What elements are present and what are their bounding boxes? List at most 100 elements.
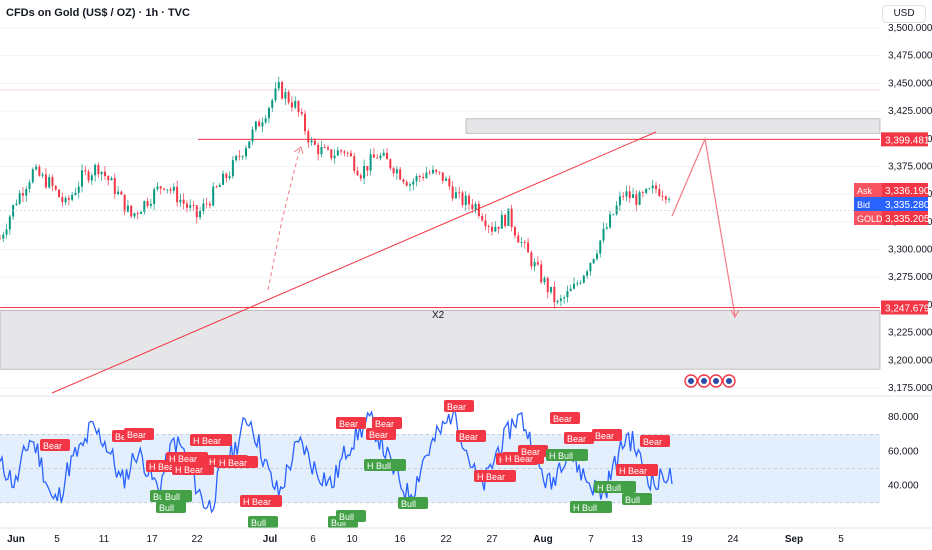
- price-tick-label: 3,450.000: [888, 78, 932, 89]
- time-tick-label: 7: [588, 534, 594, 545]
- candle-body: [290, 102, 293, 108]
- candle-body: [507, 208, 510, 226]
- candle-body: [477, 203, 480, 216]
- candle-body: [655, 185, 657, 190]
- signal-label: H Bear: [175, 465, 203, 475]
- candle-body: [271, 100, 274, 108]
- time-tick-label: 10: [346, 534, 358, 545]
- candle-body: [651, 185, 654, 189]
- candle-body: [323, 147, 326, 148]
- bear-signal-badge: [190, 434, 232, 446]
- candle-body: [645, 188, 648, 194]
- candle-body: [44, 174, 47, 188]
- candle-body: [35, 166, 38, 170]
- candle-body: [346, 152, 349, 154]
- candle-body: [153, 189, 156, 204]
- candle-body: [235, 155, 238, 161]
- candle-body: [21, 193, 24, 196]
- candle-body: [212, 186, 215, 206]
- candle-body: [81, 170, 83, 187]
- candle-body: [159, 186, 162, 189]
- candle-body: [418, 175, 421, 177]
- candle-body: [103, 171, 106, 177]
- price-tag-value: 3,335.280: [885, 200, 930, 211]
- candle-body: [517, 235, 520, 243]
- candle-body: [363, 166, 366, 179]
- candle-body: [300, 111, 303, 114]
- price-tag-value: 3,335.205: [885, 214, 930, 225]
- candle-body: [182, 199, 185, 204]
- candle-body: [435, 169, 438, 172]
- candle-body: [622, 196, 625, 198]
- candle-body: [533, 262, 536, 267]
- bull-signal-badge: [162, 490, 192, 502]
- candle-body: [468, 195, 471, 205]
- price-tag-label-bg: [854, 197, 882, 211]
- candle-body: [31, 169, 34, 183]
- candle-body: [215, 186, 218, 188]
- candle-body: [563, 297, 566, 299]
- candle-body: [294, 101, 297, 108]
- price-tag-label: GOLD: [857, 214, 883, 224]
- candle-body: [448, 178, 451, 187]
- candle-body: [228, 176, 231, 179]
- price-tick-label: 3,175.000: [888, 383, 932, 394]
- time-tick-label: 11: [99, 534, 110, 545]
- time-tick-label: Jun: [7, 534, 25, 545]
- candle-body: [431, 169, 434, 174]
- candle-body: [340, 150, 343, 152]
- candle-body: [592, 258, 595, 264]
- candle-body: [74, 192, 77, 195]
- trendline: [51, 131, 657, 394]
- candle-body: [71, 194, 74, 200]
- price-tag-value-bg: [882, 197, 928, 211]
- bull-signal-badge: [364, 459, 406, 471]
- candle-body: [559, 298, 562, 301]
- candle-body: [199, 211, 202, 218]
- candle-body: [579, 282, 582, 284]
- candle-body: [605, 227, 608, 229]
- signal-label: Bull: [625, 495, 640, 505]
- bear-signal-badge: [40, 439, 70, 451]
- candle-body: [149, 203, 152, 206]
- event-flag-icon-center: [701, 378, 707, 384]
- candle-body: [28, 182, 31, 189]
- signal-label: Bear: [553, 414, 572, 424]
- candle-body: [500, 215, 503, 229]
- candle-body: [54, 185, 57, 190]
- signal-label: H Bear: [193, 436, 221, 446]
- time-tick-label: 22: [440, 534, 452, 545]
- candle-body: [222, 173, 225, 185]
- candle-body: [369, 154, 372, 171]
- candle-body: [107, 176, 110, 181]
- currency-selector[interactable]: USD: [882, 5, 926, 23]
- candle-body: [117, 191, 120, 194]
- candle-body: [172, 186, 175, 191]
- signal-label: Bull: [153, 492, 168, 502]
- bear-signal-badge: [592, 429, 622, 441]
- candle-body: [540, 264, 543, 283]
- candle-body: [163, 188, 165, 190]
- candle-body: [471, 204, 474, 210]
- candle-body: [349, 153, 352, 157]
- candle-body: [205, 203, 208, 205]
- candle-body: [658, 189, 661, 196]
- time-tick-label: 5: [838, 534, 844, 545]
- candle-body: [386, 152, 389, 160]
- signal-label: Bear: [447, 402, 466, 412]
- candle-body: [474, 203, 477, 210]
- candle-body: [110, 178, 113, 181]
- candle-body: [546, 278, 549, 293]
- symbol-title[interactable]: CFDs on Gold (US$ / OZ) · 1h · TVC: [6, 7, 190, 19]
- candle-body: [382, 152, 385, 156]
- candle-body: [48, 177, 51, 188]
- candle-body: [297, 101, 300, 112]
- candle-body: [661, 195, 664, 197]
- event-flag-icon-center: [688, 378, 694, 384]
- price-tag-label-bg: [854, 183, 882, 197]
- price-tag-label: Ask: [857, 186, 873, 196]
- bear-signal-badge: [240, 495, 282, 507]
- candle-body: [520, 241, 523, 243]
- candle-body: [156, 186, 159, 190]
